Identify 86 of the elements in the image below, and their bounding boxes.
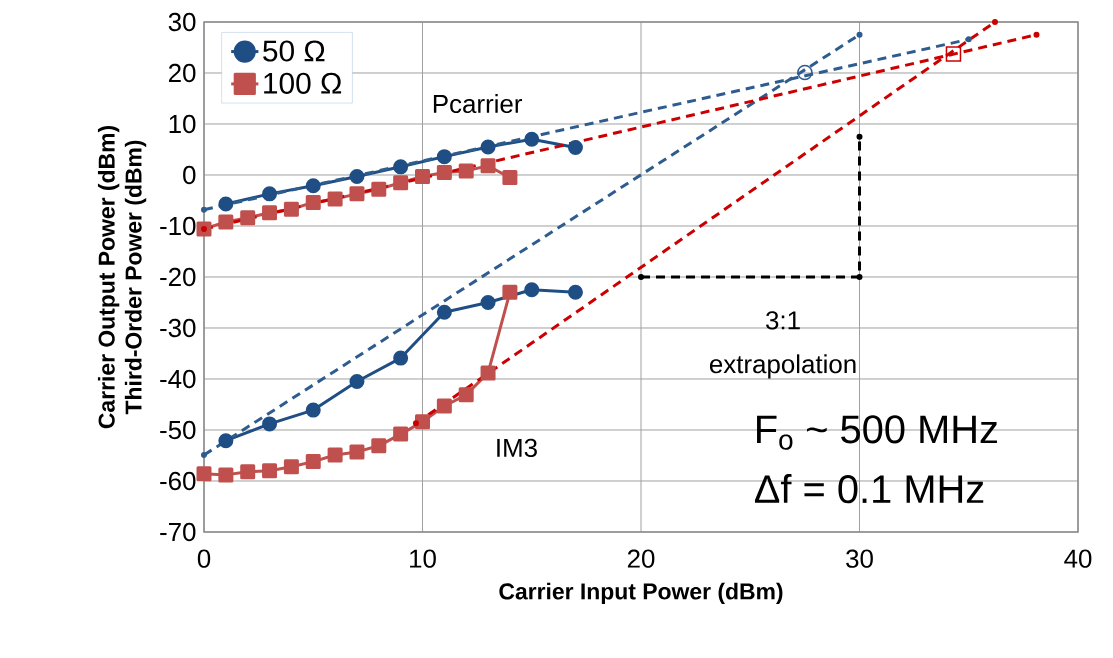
x-tick-label: 40: [1064, 549, 1092, 568]
point: [436, 164, 452, 180]
annotation: 3:1 extrapolation: [709, 311, 856, 379]
point: [965, 36, 972, 43]
y-tick-label: 30: [168, 12, 196, 32]
annotation: Δf = 0.1 MHz: [754, 474, 984, 504]
x-tick-label: 30: [846, 549, 873, 568]
point: [349, 186, 365, 202]
point: [797, 64, 813, 81]
point: [196, 466, 212, 482]
point: [393, 175, 409, 191]
point: [349, 169, 365, 185]
point: [349, 374, 365, 390]
y-tick-label: -60: [160, 471, 196, 491]
y-tick-label: -70: [160, 522, 196, 542]
point: [412, 420, 419, 427]
point: [502, 170, 518, 186]
point: [480, 139, 496, 155]
x-tick-label: 20: [627, 549, 655, 568]
point: [480, 365, 496, 381]
point: [524, 282, 540, 298]
point: [945, 46, 962, 62]
point: [436, 149, 452, 165]
x-tick-label: 10: [410, 549, 436, 568]
y-tick-label: -50: [160, 420, 196, 440]
point: [201, 206, 207, 213]
point: [349, 444, 365, 460]
point: [458, 387, 474, 403]
point: [262, 463, 278, 479]
point: [1033, 31, 1040, 38]
point: [218, 467, 234, 483]
x-tick-label: 0: [197, 549, 211, 568]
legend-label: 100 Ω: [264, 72, 342, 94]
y-tick-label: 20: [168, 63, 196, 83]
point: [393, 159, 409, 175]
point: [991, 18, 998, 25]
y-tick-label: 0: [183, 165, 196, 185]
y-tick-label: -40: [160, 369, 196, 389]
point: [480, 158, 496, 174]
y-axis-title: Carrier Output Power (dBm): [97, 126, 120, 429]
y-tick-label: -20: [160, 267, 196, 287]
point: [393, 426, 409, 442]
legend-label: 50 Ω: [263, 40, 325, 62]
point: [283, 201, 299, 217]
point: [218, 433, 234, 449]
point: [458, 163, 474, 179]
point: [856, 273, 863, 280]
point: [201, 451, 207, 458]
y-tick-label: -30: [160, 318, 196, 338]
point: [415, 414, 430, 430]
annotation: Pcarrier: [433, 94, 523, 114]
point: [240, 210, 256, 226]
point: [436, 398, 452, 414]
point: [856, 133, 863, 140]
annotation: IM3: [497, 438, 537, 458]
point: [327, 191, 343, 207]
point: [502, 284, 518, 300]
point: [524, 131, 540, 147]
point: [371, 438, 387, 454]
point: [567, 284, 583, 300]
y-tick-label: 10: [169, 114, 196, 134]
point: [201, 226, 207, 233]
point: [305, 454, 321, 470]
y-tick-label: -10: [160, 216, 196, 236]
point: [262, 186, 278, 202]
point: [305, 178, 321, 194]
point: [415, 169, 430, 185]
point: [283, 459, 299, 475]
point: [327, 447, 343, 463]
point: [240, 464, 256, 480]
point: [638, 273, 645, 280]
point: [218, 196, 234, 212]
x-axis-title: Carrier Input Power (dBm): [499, 582, 783, 605]
point: [393, 350, 409, 366]
point: [371, 181, 387, 197]
point: [567, 139, 583, 155]
point: [305, 402, 321, 418]
point: [262, 416, 278, 432]
point: [856, 31, 863, 38]
point: [218, 214, 234, 230]
point: [305, 195, 321, 211]
point: [480, 294, 496, 310]
point: [262, 205, 278, 221]
text: Third-Order Power (dBm): [124, 140, 147, 415]
annotation: F$_{o}$ ~ 500 MHz: [757, 415, 997, 450]
point: [436, 304, 452, 320]
